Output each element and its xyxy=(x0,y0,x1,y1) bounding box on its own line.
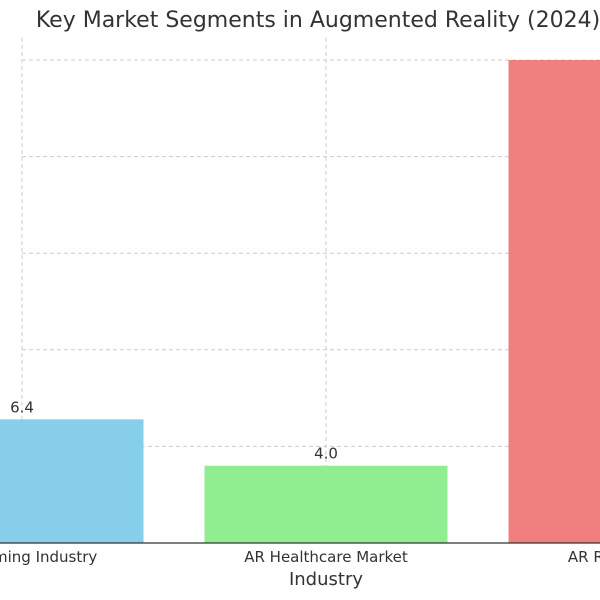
chart-title: Key Market Segments in Augmented Reality… xyxy=(36,8,600,33)
bar-1 xyxy=(0,419,144,543)
x-tick-label-3: AR Retail Market xyxy=(568,548,600,566)
bar-value-label-1: 6.4 xyxy=(10,398,34,416)
bar-3 xyxy=(508,60,600,543)
x-axis-label: Industry xyxy=(289,569,363,590)
x-tick-labels-layer: AR Gaming Industry AR Healthcare Market AR… xyxy=(0,548,600,566)
value-labels-layer: 6.44.025.0 xyxy=(10,398,338,463)
x-tick-label-2: AR Healthcare Market xyxy=(244,548,408,566)
x-tick-label-1: AR Gaming Industry xyxy=(0,548,97,566)
bar-2 xyxy=(204,465,448,543)
bar-value-label-2: 4.0 xyxy=(314,445,338,463)
bars-layer xyxy=(0,60,600,543)
